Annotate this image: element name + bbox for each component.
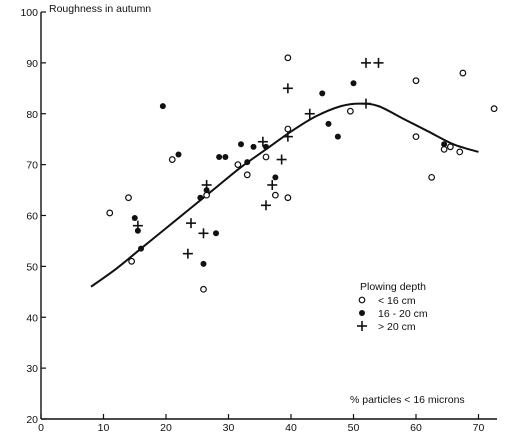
data-point <box>361 98 371 109</box>
data-point <box>276 154 287 165</box>
x-tick-label: 0 <box>38 422 44 433</box>
data-point <box>234 161 242 169</box>
y-tick-label: 40 <box>26 312 38 324</box>
y-tick-label: 80 <box>26 109 38 121</box>
data-point <box>201 179 212 190</box>
data-point <box>131 215 138 222</box>
data-point <box>203 191 211 199</box>
data-point <box>346 107 354 115</box>
data-point <box>203 187 210 194</box>
data-point <box>238 141 244 148</box>
data-point <box>412 133 420 141</box>
data-point <box>244 159 251 166</box>
data-point <box>284 125 292 133</box>
data-point <box>243 171 251 179</box>
data-point <box>361 57 371 68</box>
data-points <box>106 54 498 293</box>
data-point <box>128 257 136 265</box>
data-point <box>304 108 315 119</box>
data-point <box>257 136 268 147</box>
axis-ticks: 20 30 40 50 60 70 80 90 100 0 10 20 30 40 50 60 70 <box>20 7 484 433</box>
data-point <box>159 103 166 110</box>
data-point <box>200 285 207 293</box>
y-tick-label: 100 <box>20 7 38 19</box>
x-tick-label: 50 <box>348 422 360 433</box>
data-point <box>182 248 193 259</box>
x-tick-label: 30 <box>223 422 235 433</box>
data-point <box>186 218 196 229</box>
data-point <box>168 156 176 163</box>
data-point <box>272 174 279 181</box>
data-point <box>175 151 182 158</box>
data-point <box>125 194 132 202</box>
data-point <box>200 260 207 267</box>
legend-label: > 20 cm <box>378 321 416 333</box>
data-point <box>261 200 271 211</box>
data-point <box>271 191 279 199</box>
data-point <box>456 148 464 156</box>
y-tick-label: 20 <box>26 414 38 426</box>
data-point <box>440 145 448 153</box>
legend-marker <box>357 321 367 331</box>
y-axis-title: Roughness in autumn <box>49 3 151 15</box>
data-point <box>325 120 332 127</box>
data-point <box>132 220 143 231</box>
data-point <box>412 77 420 85</box>
data-point <box>138 245 144 252</box>
data-point <box>213 230 219 237</box>
data-point <box>446 143 454 151</box>
x-tick-label: 40 <box>285 422 297 433</box>
trend-curve <box>90 102 479 288</box>
data-point <box>428 173 436 181</box>
data-point <box>106 209 114 217</box>
y-tick-label: 30 <box>26 363 38 375</box>
data-point <box>134 227 141 234</box>
data-point <box>373 57 384 68</box>
legend-marker <box>358 296 366 304</box>
data-point <box>222 153 229 160</box>
y-tick-label: 50 <box>26 261 38 273</box>
data-point <box>250 143 257 150</box>
legend-label: 16 - 20 cm <box>378 308 428 320</box>
data-point <box>284 54 292 62</box>
x-tick-label: 70 <box>473 422 485 433</box>
data-point <box>197 194 204 201</box>
data-point <box>459 69 467 77</box>
x-tick-label: 60 <box>410 422 422 433</box>
data-point <box>198 228 209 239</box>
data-point <box>284 194 292 202</box>
data-point <box>262 153 270 161</box>
data-point <box>319 90 326 97</box>
y-tick-label: 70 <box>26 160 38 172</box>
data-point <box>282 83 293 94</box>
legend-label: < 16 cm <box>378 295 416 307</box>
fit-curve-line <box>90 102 479 288</box>
y-tick-label: 90 <box>26 58 38 70</box>
y-tick-label: 60 <box>26 211 38 223</box>
series-0 <box>106 54 498 293</box>
legend-marker <box>359 310 365 316</box>
data-point <box>267 179 278 190</box>
data-point <box>282 131 293 142</box>
x-tick-label: 20 <box>160 422 172 433</box>
x-tick-label: 10 <box>98 422 110 433</box>
x-axis-title: % particles < 16 microns <box>350 394 465 406</box>
data-point <box>490 105 498 113</box>
data-point <box>441 141 448 148</box>
data-point <box>216 153 223 160</box>
legend-title: Plowing depth <box>360 281 426 293</box>
series-2 <box>132 57 384 259</box>
data-point <box>334 133 341 140</box>
series-1 <box>131 80 448 267</box>
data-point <box>350 80 357 87</box>
data-point <box>263 143 269 150</box>
